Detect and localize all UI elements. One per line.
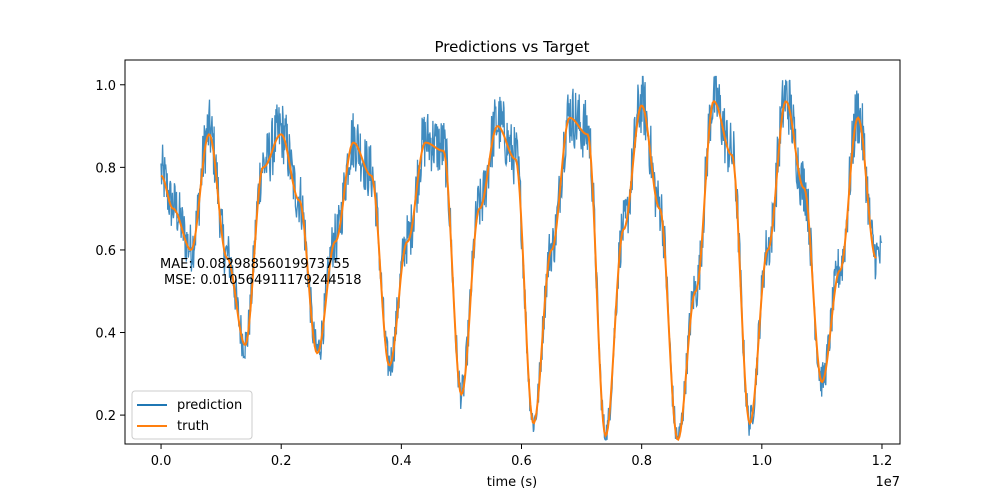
mae-annotation: MAE: 0.08298856019973755 bbox=[160, 257, 350, 272]
truth-series-line bbox=[160, 100, 877, 442]
y-tick-label: 0.6 bbox=[95, 244, 116, 259]
legend-truth-label: truth bbox=[177, 419, 209, 434]
x-tick-label: 0.8 bbox=[631, 454, 652, 469]
x-tick-label: 0.0 bbox=[151, 454, 172, 469]
x-tick-label: 0.6 bbox=[511, 454, 532, 469]
axes-frame bbox=[124, 59, 901, 445]
x-tick-label: 1.0 bbox=[751, 454, 772, 469]
y-axis: 0.2 0.4 0.6 0.8 1.0 bbox=[95, 79, 125, 424]
prediction-series-line bbox=[160, 75, 883, 441]
mse-annotation: MSE: 0.010564911179244518 bbox=[164, 273, 361, 288]
x-tick-label: 0.2 bbox=[271, 454, 292, 469]
y-tick-label: 0.4 bbox=[95, 327, 116, 342]
y-tick-label: 0.8 bbox=[95, 161, 116, 176]
chart-title: Predictions vs Target bbox=[435, 38, 590, 56]
y-tick-label: 0.2 bbox=[95, 409, 116, 424]
legend-prediction-label: prediction bbox=[177, 398, 242, 413]
x-axis: 0.0 0.2 0.4 0.6 0.8 1.0 1.2 bbox=[151, 444, 893, 469]
y-tick-label: 1.0 bbox=[95, 79, 116, 94]
x-offset-label: 1e7 bbox=[875, 475, 900, 490]
x-axis-title: time (s) bbox=[487, 475, 537, 490]
x-tick-label: 0.4 bbox=[391, 454, 412, 469]
legend: prediction truth bbox=[131, 390, 253, 440]
x-tick-label: 1.2 bbox=[872, 454, 893, 469]
plot-area bbox=[160, 75, 883, 442]
